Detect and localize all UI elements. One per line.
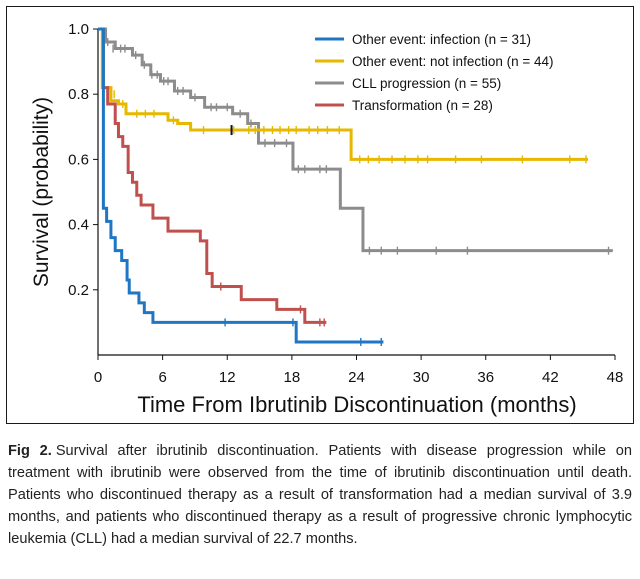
series-group xyxy=(98,27,613,346)
series-line xyxy=(98,27,589,161)
y-tick-label: 0.2 xyxy=(68,282,89,299)
y-axis-title: Survival (probability) xyxy=(30,97,53,287)
x-tick-label: 48 xyxy=(607,369,624,386)
legend-label: CLL progression (n = 55) xyxy=(352,76,501,91)
legend: Other event: infection (n = 31) Other eve… xyxy=(315,32,554,113)
caption-label: Fig 2. xyxy=(8,443,52,459)
x-tick-label: 0 xyxy=(94,369,102,386)
x-tick-label: 18 xyxy=(284,369,301,386)
x-tick-label: 42 xyxy=(542,369,559,386)
x-tick-label: 30 xyxy=(413,369,430,386)
chart-frame: 0 6 12 18 24 30 36 42 48 0.2 0.4 0.6 0.8 1.0 Survival… xyxy=(6,6,634,424)
caption-text: Survival after ibrutinib discontinuation… xyxy=(8,443,632,547)
survival-chart: 0 6 12 18 24 30 36 42 48 0.2 0.4 0.6 0.8 1.0 Survival… xyxy=(30,21,623,417)
x-tick-label: 24 xyxy=(348,369,365,386)
y-tick-label: 0.6 xyxy=(68,151,89,168)
legend-label: Other event: not infection (n = 44) xyxy=(352,54,554,69)
series-3 xyxy=(98,27,327,327)
series-line xyxy=(98,27,384,344)
x-tick-label: 36 xyxy=(477,369,494,386)
legend-label: Transformation (n = 28) xyxy=(352,98,493,113)
x-tick-label: 12 xyxy=(219,369,236,386)
y-tick-label: 0.8 xyxy=(68,86,89,103)
x-tick-label: 6 xyxy=(158,369,166,386)
axis-ticks: 0 6 12 18 24 30 36 42 48 0.2 0.4 0.6 0.8 1.0 xyxy=(68,21,623,386)
figure-caption: Fig 2. Survival after ibrutinib discontin… xyxy=(8,440,632,550)
series-line xyxy=(98,27,327,324)
series-2 xyxy=(98,27,613,255)
x-axis-title: Time From Ibrutinib Discontinuation (mon… xyxy=(137,392,576,417)
series-line xyxy=(98,27,613,253)
series-0 xyxy=(98,27,384,346)
y-tick-label: 0.4 xyxy=(68,217,89,234)
y-tick-label: 1.0 xyxy=(68,21,89,38)
series-1 xyxy=(98,27,589,164)
legend-label: Other event: infection (n = 31) xyxy=(352,32,531,47)
